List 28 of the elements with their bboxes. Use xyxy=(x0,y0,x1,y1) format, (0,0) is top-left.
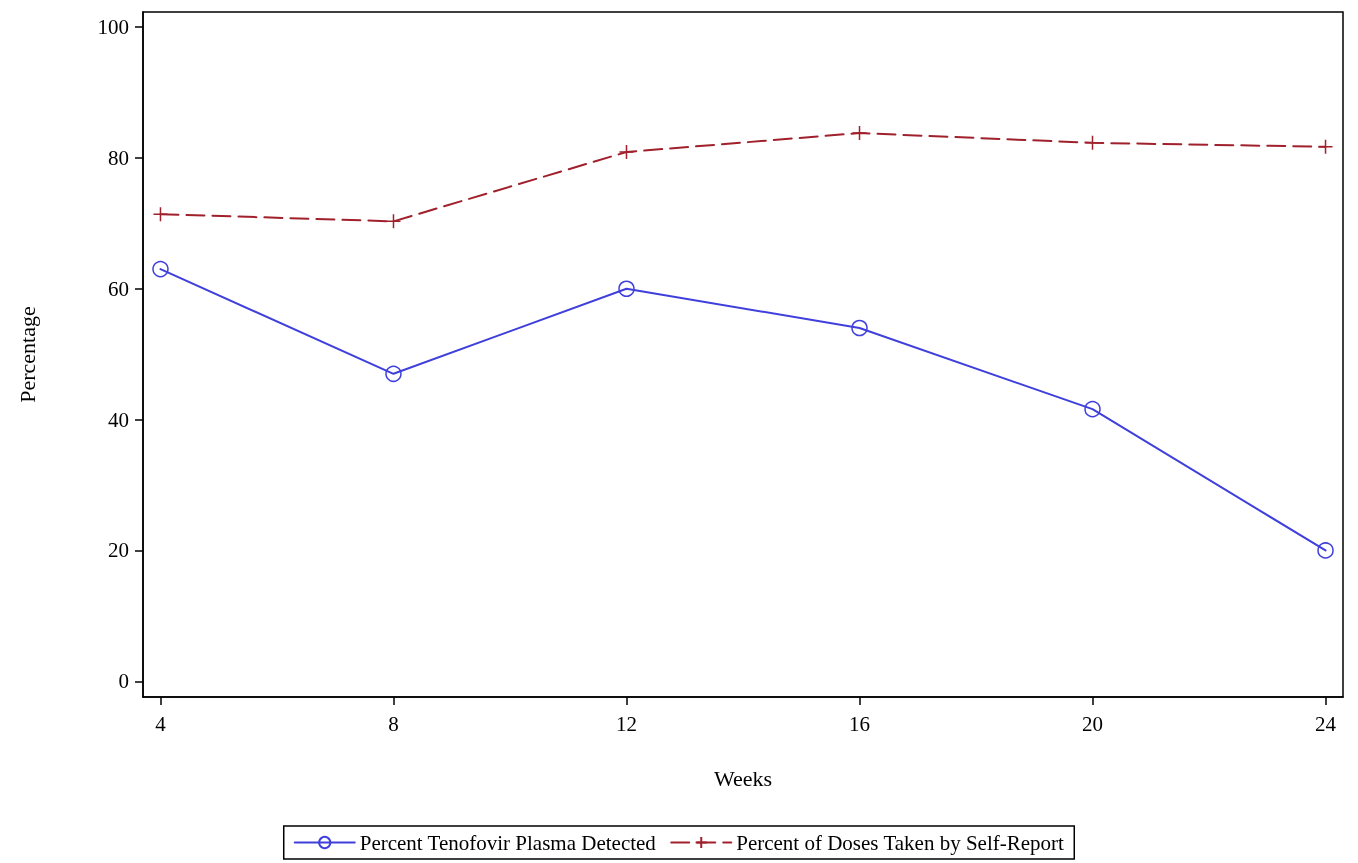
point xyxy=(385,213,402,230)
point xyxy=(385,365,402,383)
point xyxy=(851,319,868,337)
point xyxy=(618,144,635,160)
y-tick-label: 0 xyxy=(118,669,129,694)
y-tick-label: 100 xyxy=(97,15,129,40)
point xyxy=(618,280,635,297)
point xyxy=(1317,139,1334,155)
x-tick-label: 16 xyxy=(849,711,870,736)
y-tick-label: 60 xyxy=(108,276,129,301)
point xyxy=(851,125,868,141)
legend-label: Percent of Doses Taken by Self-Report xyxy=(736,830,1065,855)
point xyxy=(1084,400,1101,418)
x-axis-title: Weeks xyxy=(713,765,773,791)
x-tick-label: 4 xyxy=(155,711,167,736)
y-tick-label: 80 xyxy=(108,145,129,170)
point xyxy=(152,260,169,278)
x-tick-label: 12 xyxy=(616,711,637,736)
x-tick-label: 24 xyxy=(1315,711,1337,736)
legend-label: Percent Tenofovir Plasma Detected xyxy=(359,830,657,855)
x-tick-label: 20 xyxy=(1082,711,1104,736)
y-tick-label: 20 xyxy=(108,538,129,563)
y-tick-label: 40 xyxy=(108,407,129,432)
point xyxy=(1317,542,1334,559)
x-tick-label: 8 xyxy=(388,711,399,736)
y-axis-title: Percentage xyxy=(14,306,40,403)
point xyxy=(1084,135,1101,151)
point xyxy=(152,206,169,222)
